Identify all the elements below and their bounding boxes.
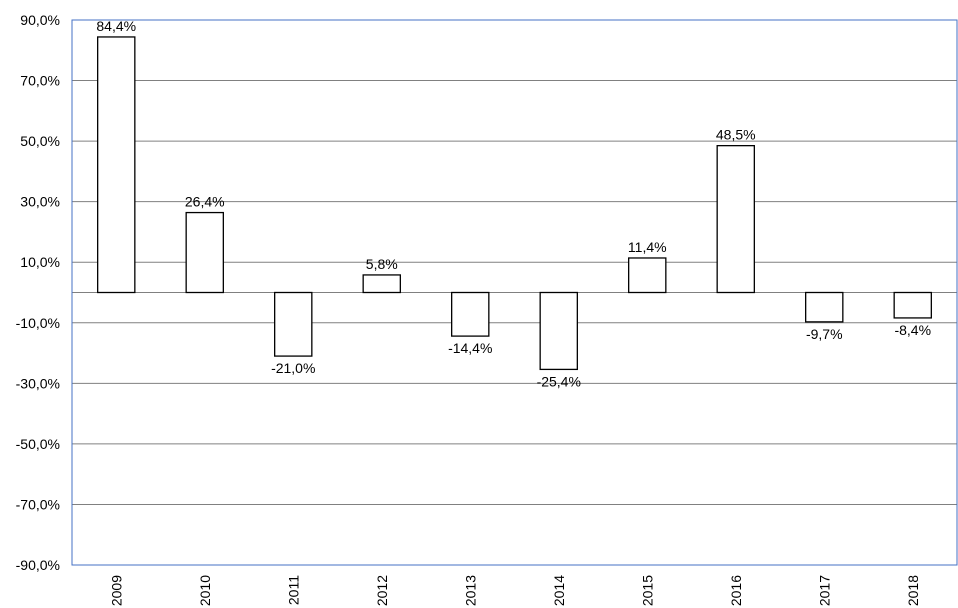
y-tick-label: 70,0%: [20, 73, 60, 89]
bar-2017: [805, 291, 844, 323]
x-tick-label: 2018: [905, 575, 921, 606]
data-label: -8,4%: [894, 322, 931, 338]
bar-2015: [628, 257, 667, 294]
bar-2011: [274, 291, 313, 357]
x-tick-label: 2017: [816, 575, 832, 606]
data-label: 26,4%: [185, 194, 225, 210]
x-tick-label: 2016: [728, 575, 744, 606]
data-label: -21,0%: [271, 360, 315, 376]
data-label: -25,4%: [537, 373, 581, 389]
bar-2014: [539, 291, 578, 371]
y-tick-label: -90,0%: [16, 557, 60, 573]
data-label: 48,5%: [716, 127, 756, 143]
data-label: 11,4%: [628, 239, 667, 255]
y-tick-label: -70,0%: [16, 496, 60, 512]
x-tick-label: 2009: [108, 575, 124, 606]
bar-2016: [716, 145, 755, 294]
bar-2018: [893, 291, 932, 319]
y-tick-label: -50,0%: [16, 436, 60, 452]
y-tick-label: 10,0%: [20, 254, 60, 270]
y-tick-label: 30,0%: [20, 194, 60, 210]
x-tick-label: 2013: [462, 575, 478, 606]
y-tick-label: 50,0%: [20, 133, 60, 149]
x-axis-tick-labels: 2009 2010 2011 2012 2013 2014 2015 2016 2017 2018: [108, 575, 921, 606]
x-tick-label: 2014: [551, 575, 567, 606]
x-tick-label: 2010: [197, 575, 213, 606]
x-tick-label: 2011: [285, 575, 301, 605]
data-label: 5,8%: [366, 256, 398, 272]
data-labels: 84,4% 26,4% -21,0% 5,8% -14,4% -25,4% 11,4% 48,…: [96, 18, 931, 389]
y-tick-label: -10,0%: [16, 315, 60, 331]
bars: [97, 36, 932, 371]
y-tick-label: -30,0%: [16, 375, 60, 391]
y-tick-label: 90,0%: [20, 12, 60, 28]
data-label: -14,4%: [448, 340, 492, 356]
x-tick-label: 2015: [639, 575, 655, 606]
y-axis-tick-labels: 90,0% 70,0% 50,0% 30,0% 10,0% -10,0% -30,0% -50…: [16, 12, 60, 573]
bar-2009: [97, 36, 136, 294]
bar-2010: [185, 211, 224, 294]
plot-area-border: [71, 19, 958, 566]
bar-2013: [451, 291, 490, 337]
data-label: -9,7%: [806, 326, 843, 342]
x-tick-label: 2012: [374, 575, 390, 606]
bar-2012: [362, 274, 401, 294]
data-label: 84,4%: [96, 18, 136, 34]
